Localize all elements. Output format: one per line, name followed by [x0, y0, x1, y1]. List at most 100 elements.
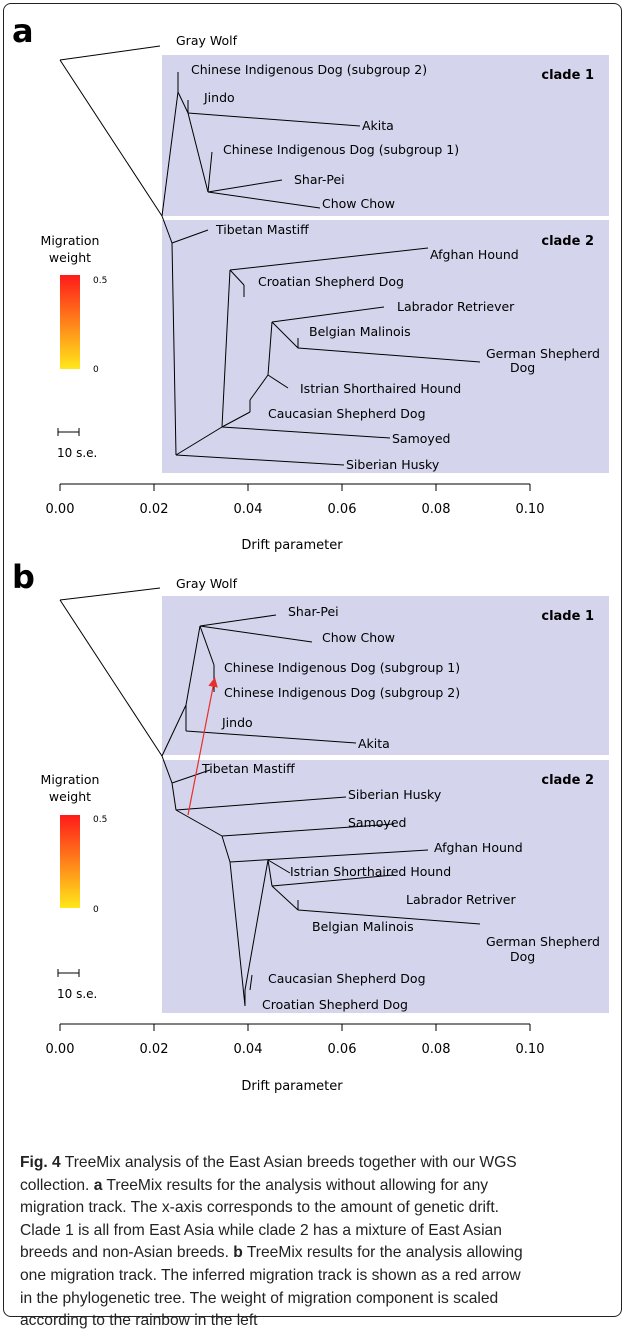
x-axis: 0.00 0.02 0.04 0.06 0.08 0.10 Drift para… — [46, 1023, 545, 1094]
x-tick-label: 0.04 — [234, 1042, 263, 1057]
clade-1-label: clade 1 — [541, 609, 594, 624]
legend-title-2: weight — [49, 250, 91, 265]
clade-2-label: clade 2 — [541, 234, 594, 249]
scale-bar: 10 s.e. — [57, 969, 97, 1001]
migration-arrow — [187, 677, 218, 816]
x-axis-label: Drift parameter — [241, 1079, 343, 1094]
leaf-gray-wolf: Gray Wolf — [176, 33, 238, 48]
leaf-label: Siberian Husky — [346, 457, 440, 472]
clade-2-label: clade 2 — [541, 773, 594, 788]
leaf-label: Afghan Hound — [434, 840, 523, 855]
leaf-label: Shar-Pei — [294, 172, 345, 187]
x-tick-label: 0.02 — [140, 1042, 169, 1057]
legend-min: 0 — [93, 905, 99, 915]
leaf-label: Labrador Retriever — [397, 299, 515, 314]
legend-max: 0.5 — [93, 815, 107, 825]
leaf-label: German Shepherd — [486, 346, 600, 361]
x-tick-label: 0.10 — [516, 1042, 545, 1057]
legend-gradient-bar — [60, 815, 80, 908]
leaf-labels: Gray Wolf Chinese Indigenous Dog (subgro… — [176, 33, 600, 472]
leaf-label: Caucasian Shepherd Dog — [268, 971, 426, 986]
x-tick-label: 0.10 — [516, 502, 545, 517]
clade-1-label: clade 1 — [541, 68, 594, 83]
clade-1-box — [162, 596, 609, 755]
legend-title-1: Migration — [41, 233, 100, 248]
legend-max: 0.5 — [93, 276, 107, 286]
leaf-label: Chinese Indigenous Dog (subgroup 2) — [224, 685, 460, 700]
x-tick-label: 0.00 — [46, 502, 75, 517]
leaf-label: Samoyed — [348, 815, 406, 830]
panel-a: a clade 1 clade 2 — [12, 12, 609, 553]
caption-panel-ref-a: a — [93, 1176, 103, 1194]
scale-bar: 10 s.e. — [57, 428, 97, 460]
x-tick-label: 0.08 — [422, 502, 451, 517]
leaf-label: Belgian Malinois — [309, 324, 411, 339]
caption-fig-label: Fig. 4 — [20, 1154, 61, 1171]
leaf-label: Tibetan Mastiff — [201, 761, 295, 776]
x-tick-label: 0.06 — [328, 502, 357, 517]
panel-letter: a — [12, 12, 34, 50]
caption-text: breeds and non-Asian breeds. — [20, 1244, 234, 1262]
leaf-label: Croatian Shepherd Dog — [258, 274, 404, 289]
leaf-label: Samoyed — [392, 431, 450, 446]
x-axis: 0.00 0.02 0.04 0.06 0.08 0.10 Drift para… — [46, 483, 545, 553]
caption-text: according to the rainbow in the left — [20, 1312, 258, 1330]
leaf-label: Chinese Indigenous Dog (subgroup 1) — [224, 660, 460, 675]
legend-gradient-bar — [60, 275, 80, 369]
scale-label: 10 s.e. — [57, 446, 97, 460]
caption-text: collection. — [20, 1176, 94, 1194]
leaf-label: Jindo — [221, 715, 253, 730]
leaf-label: Siberian Husky — [348, 787, 442, 802]
caption-text: Clade 1 is all from East Asia while clad… — [20, 1221, 502, 1239]
leaf-labels: Gray Wolf Shar-Pei Chow Chow Chinese Ind… — [176, 576, 600, 1012]
migration-legend: Migration weight 0.5 0 — [41, 772, 108, 915]
caption-text: in the phylogenetic tree. The weight of … — [20, 1289, 499, 1307]
clade-2-box — [162, 220, 609, 473]
caption-text: TreeMix results for the analysis without… — [102, 1176, 489, 1194]
legend-title-1: Migration — [41, 772, 100, 787]
figure-frame — [3, 3, 622, 1317]
leaf-label: Dog — [510, 949, 535, 964]
panel-letter: b — [12, 558, 35, 596]
caption-panel-ref-b: b — [233, 1244, 243, 1262]
leaf-label: Caucasian Shepherd Dog — [268, 406, 426, 421]
caption-text: TreeMix analysis of the East Asian breed… — [60, 1154, 517, 1171]
leaf-label: Akita — [358, 736, 390, 751]
panel-b: b clade 1 clade 2 — [12, 558, 609, 1094]
leaf-label: Istrian Shorthaired Hound — [290, 864, 451, 879]
tree-branches — [59, 45, 481, 466]
leaf-label: Chinese Indigenous Dog (subgroup 1) — [223, 142, 459, 157]
leaf-label: Labrador Retriver — [406, 892, 516, 907]
leaf-label: Belgian Malinois — [312, 919, 414, 934]
clade-2-box — [162, 760, 609, 1013]
leaf-label: Chinese Indigenous Dog (subgroup 2) — [191, 62, 427, 77]
caption-text: migration track. The x-axis corresponds … — [20, 1199, 500, 1217]
legend-title-2: weight — [49, 789, 91, 804]
x-tick-label: 0.02 — [140, 502, 169, 517]
x-tick-label: 0.00 — [46, 1042, 75, 1057]
tree-branches — [59, 587, 481, 1007]
x-axis-label: Drift parameter — [241, 538, 343, 553]
leaf-label: Akita — [362, 118, 394, 133]
leaf-label: German Shepherd — [486, 934, 600, 949]
leaf-label: Afghan Hound — [430, 247, 519, 262]
leaf-gray-wolf: Gray Wolf — [176, 576, 238, 591]
leaf-label: Croatian Shepherd Dog — [262, 997, 408, 1012]
leaf-label: Istrian Shorthaired Hound — [300, 381, 461, 396]
leaf-label: Shar-Pei — [288, 604, 339, 619]
scale-label: 10 s.e. — [57, 987, 97, 1001]
legend-min: 0 — [93, 365, 99, 375]
caption-text: TreeMix results for the analysis allowin… — [242, 1244, 523, 1262]
caption-text: one migration track. The inferred migrat… — [20, 1266, 521, 1284]
leaf-label: Chow Chow — [322, 630, 395, 645]
leaf-label: Jindo — [203, 90, 235, 105]
migration-legend: Migration weight 0.5 0 — [41, 233, 108, 375]
figure-caption: Fig. 4 TreeMix analysis of the East Asia… — [20, 1152, 610, 1333]
leaf-label: Dog — [510, 360, 535, 375]
clade-1-box — [162, 55, 609, 216]
figure-graphics: a clade 1 clade 2 — [12, 12, 609, 1094]
x-tick-label: 0.06 — [328, 1042, 357, 1057]
leaf-label: Tibetan Mastiff — [215, 222, 309, 237]
x-tick-label: 0.04 — [234, 502, 263, 517]
leaf-label: Chow Chow — [322, 196, 395, 211]
